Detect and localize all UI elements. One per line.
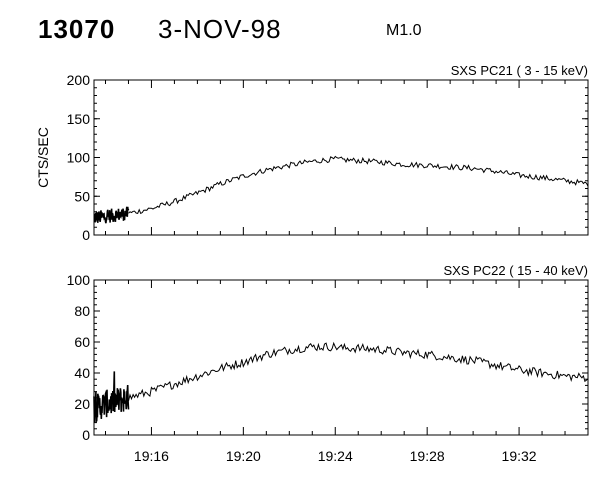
y-tick-label: 0 <box>82 427 90 443</box>
panel-title: SXS PC21 ( 3 - 15 keV) <box>451 63 588 78</box>
series-line-low-cadence <box>128 341 589 402</box>
plot-frame <box>93 279 589 436</box>
event-id: 13070 <box>38 14 116 44</box>
panel-title: SXS PC22 ( 15 - 40 keV) <box>443 263 588 278</box>
x-tick-label: 19:28 <box>410 448 445 464</box>
y-axis-label: CTS/SEC <box>35 127 51 188</box>
flare-class: M1.0 <box>386 22 422 39</box>
y-tick-label: 200 <box>67 72 91 88</box>
series-line-high-cadence <box>93 371 130 424</box>
series-line-high-cadence <box>93 206 130 224</box>
event-date: 3-NOV-98 <box>158 14 282 44</box>
y-tick-label: 100 <box>67 272 91 288</box>
x-tick-label: 19:20 <box>226 448 261 464</box>
y-tick-label: 50 <box>74 188 90 204</box>
series-line-low-cadence <box>128 155 589 215</box>
y-tick-label: 150 <box>67 111 91 127</box>
x-tick-label: 19:24 <box>318 448 353 464</box>
y-tick-label: 0 <box>82 227 90 243</box>
y-tick-label: 60 <box>74 334 90 350</box>
y-tick-label: 40 <box>74 365 90 381</box>
y-tick-label: 20 <box>74 396 90 412</box>
x-tick-label: 19:16 <box>134 448 169 464</box>
x-tick-label: 19:32 <box>502 448 537 464</box>
y-tick-label: 100 <box>67 150 91 166</box>
y-tick-label: 80 <box>74 303 90 319</box>
